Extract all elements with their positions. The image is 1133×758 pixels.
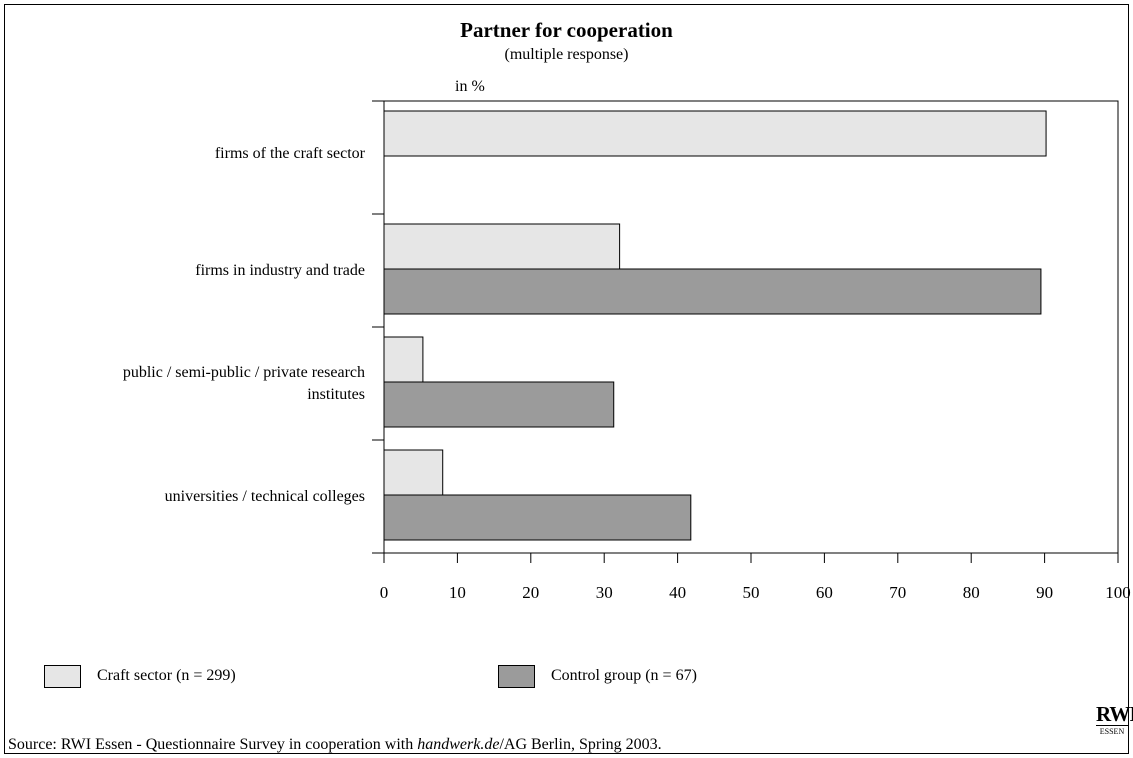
x-ticks: 0 10 20 30 40 50 60 70 80 90 100 xyxy=(380,553,1131,602)
source-prefix: Source: RWI Essen - Questionnaire Survey… xyxy=(8,736,418,753)
source-suffix: /AG Berlin, Spring 2003. xyxy=(499,736,662,753)
x-tick-label: 60 xyxy=(816,583,833,602)
category-label: universities / technical colleges xyxy=(165,486,365,508)
plot-area-border xyxy=(383,100,1119,554)
bar-craft-sector xyxy=(383,110,1047,157)
x-tick-label: 100 xyxy=(1105,583,1131,602)
bar-control-group xyxy=(383,494,692,541)
logo-sub: ESSEN xyxy=(1099,727,1125,736)
logo-main: RWI xyxy=(1096,702,1133,726)
chart-frame xyxy=(4,4,1129,754)
bar-craft-sector xyxy=(383,336,424,383)
source-note: Source: RWI Essen - Questionnaire Survey… xyxy=(8,736,662,754)
x-tick-label: 70 xyxy=(889,583,906,602)
chart-title: Partner for cooperation xyxy=(460,18,673,42)
legend-item-craft-sector: Craft sector (n = 299) xyxy=(44,664,236,688)
bar-control-group xyxy=(383,268,1042,315)
legend-swatch-control-group xyxy=(498,664,535,688)
x-tick-label: 0 xyxy=(380,583,389,602)
legend-item-control-group: Control group (n = 67) xyxy=(498,664,697,688)
category-label-line: institutes xyxy=(307,385,365,403)
chart-subtitle: (multiple response) xyxy=(504,46,629,63)
x-tick-label: 40 xyxy=(669,583,686,602)
unit-label: in % xyxy=(455,78,485,95)
axes xyxy=(372,100,1119,554)
bar-craft-sector xyxy=(383,449,444,496)
category-label-line: universities / technical colleges xyxy=(164,487,365,505)
category-label: public / semi-public / private research i… xyxy=(123,362,365,406)
x-tick-label: 20 xyxy=(522,583,539,602)
x-tick-label: 30 xyxy=(596,583,613,602)
x-tick-label: 80 xyxy=(963,583,980,602)
legend-label-craft-sector: Craft sector (n = 299) xyxy=(97,667,236,684)
bar-control-group xyxy=(383,381,615,428)
category-label-line: firms of the craft sector xyxy=(214,144,365,162)
source-italic: handwerk.de xyxy=(417,736,500,753)
category-label: firms in industry and trade xyxy=(195,260,365,282)
legend-swatch-craft-sector xyxy=(44,664,81,688)
rwi-logo: RWI ESSEN xyxy=(1096,702,1133,753)
x-tick-label: 10 xyxy=(449,583,466,602)
bars xyxy=(383,110,1047,541)
legend-label-control-group: Control group (n = 67) xyxy=(551,667,697,684)
x-tick-label: 50 xyxy=(743,583,760,602)
x-tick-label: 90 xyxy=(1036,583,1053,602)
category-label-line: public / semi-public / private research xyxy=(122,363,365,381)
category-label-line: firms in industry and trade xyxy=(195,261,365,279)
category-label: firms of the craft sector xyxy=(215,143,365,165)
bar-craft-sector xyxy=(383,223,621,270)
